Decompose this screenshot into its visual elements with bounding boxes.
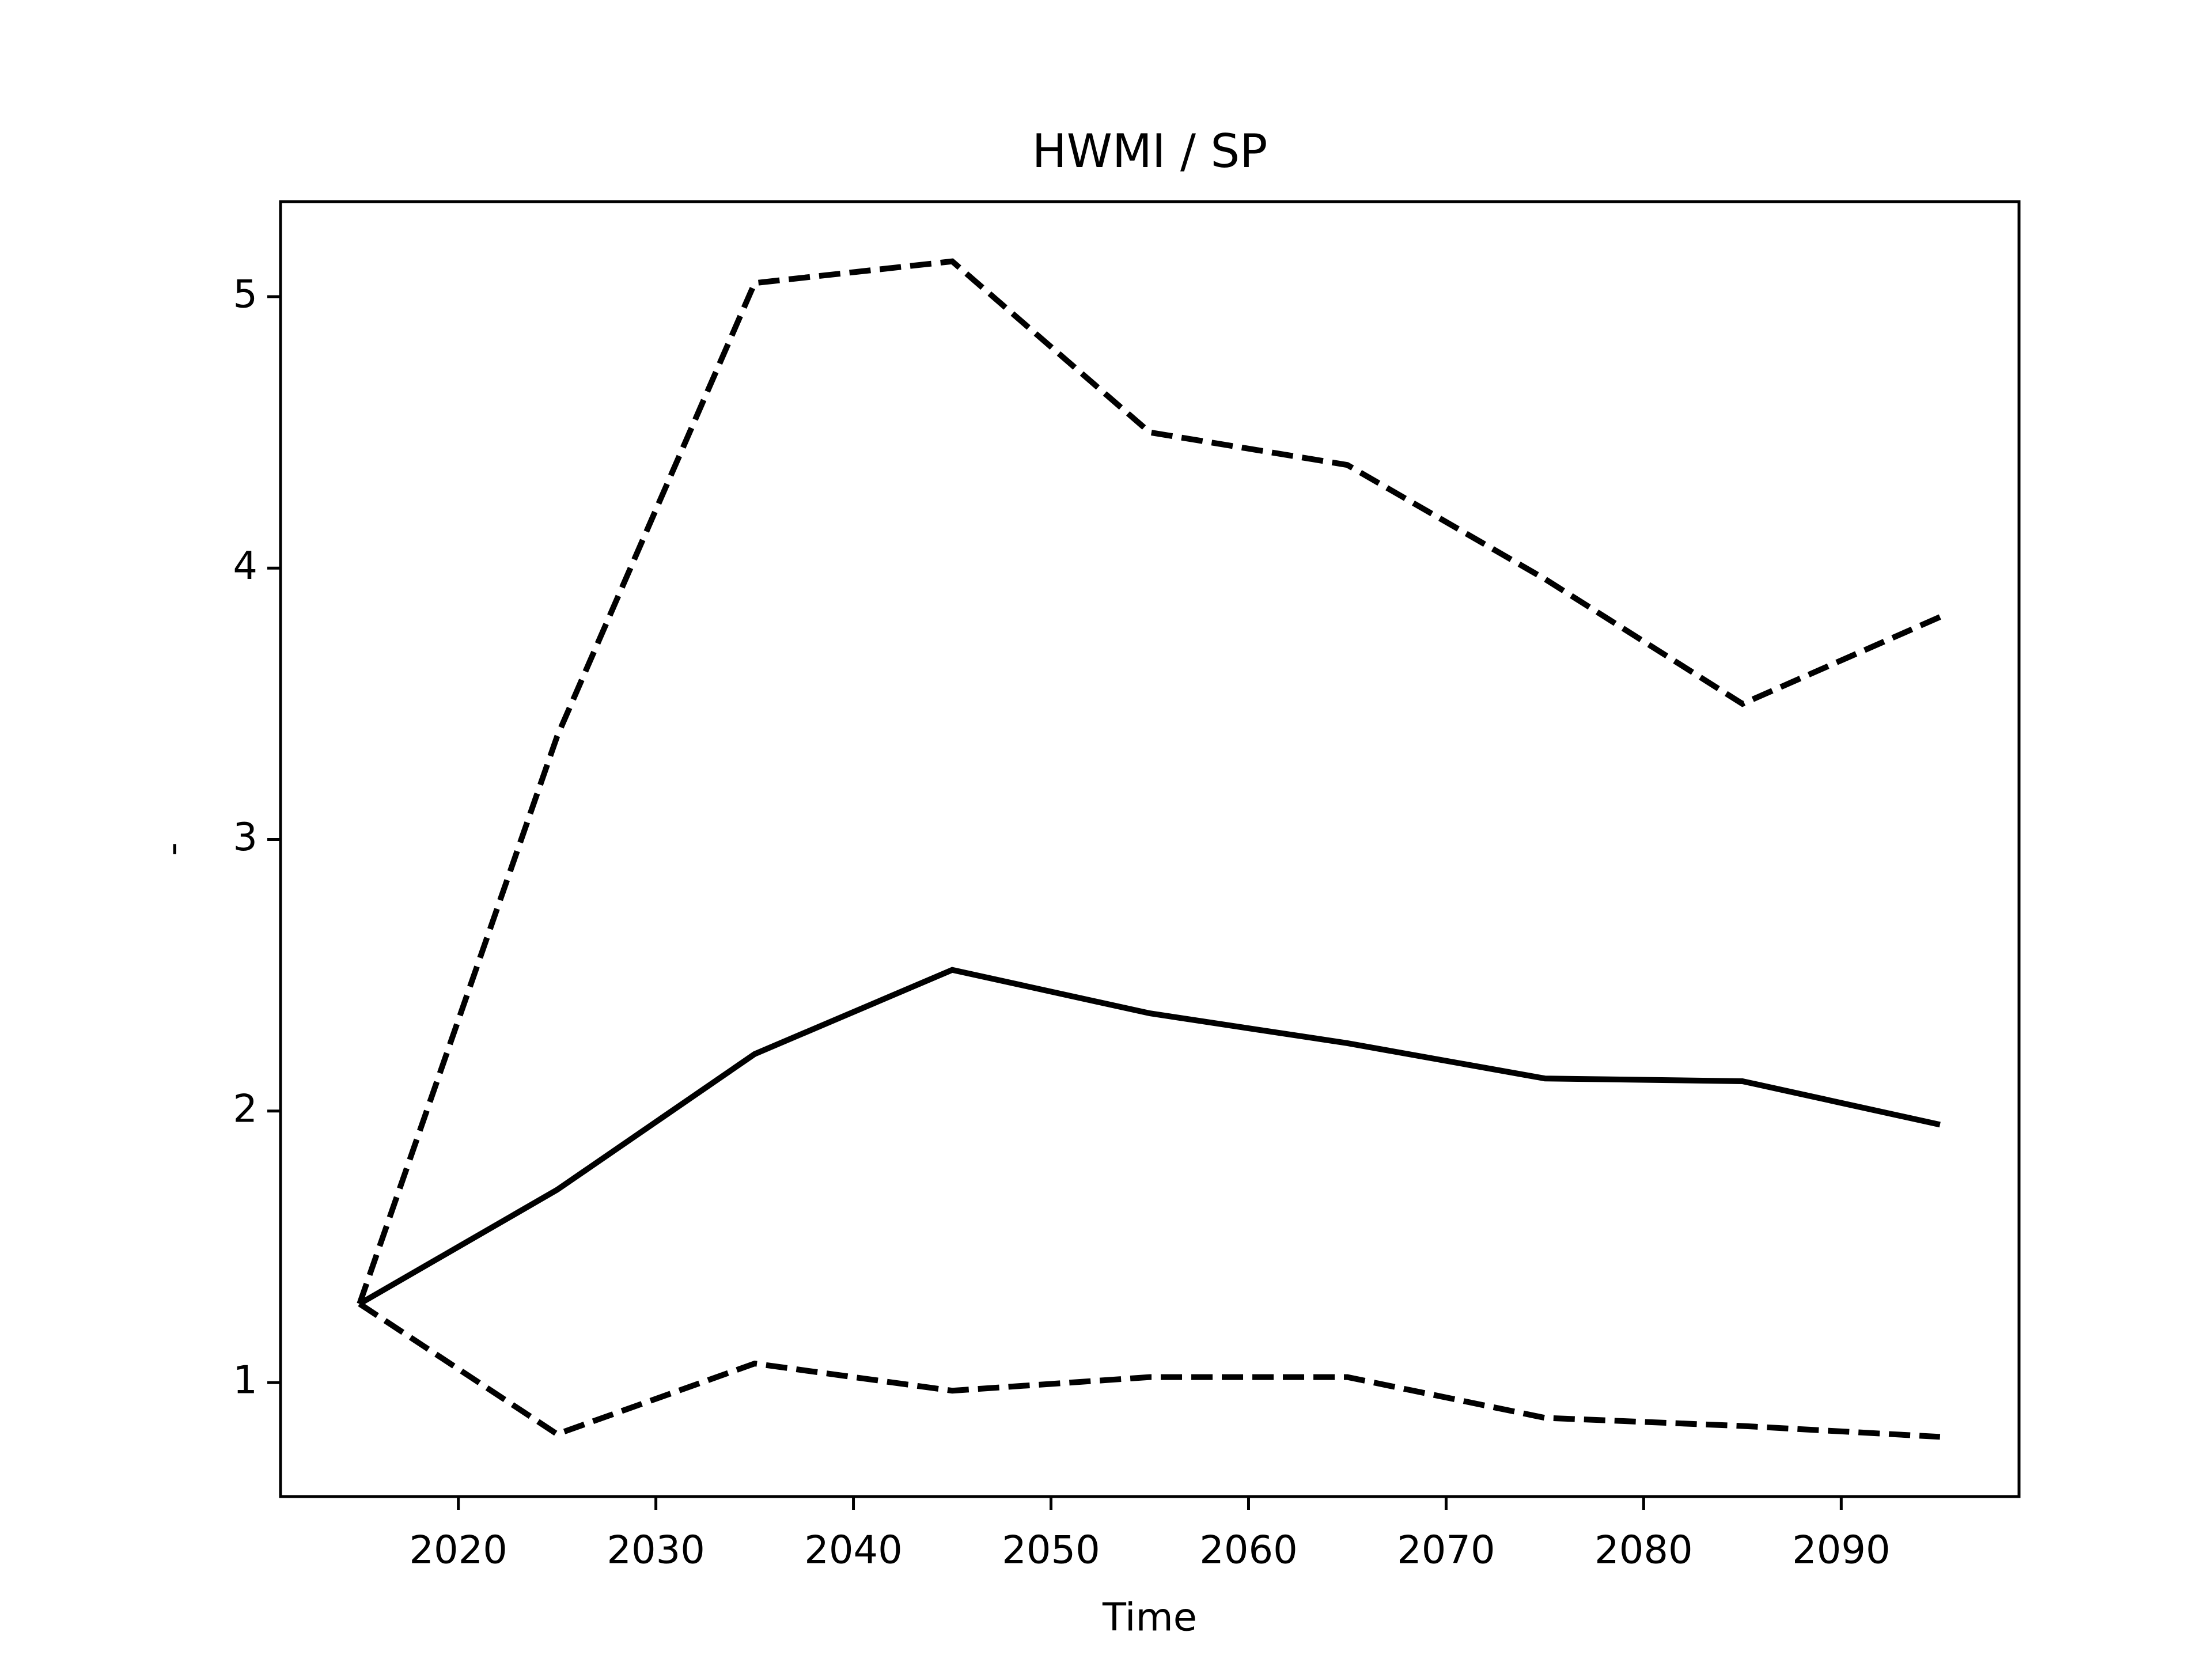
y-tick-label: 3 [233,815,257,859]
x-tick-label: 2020 [409,1528,507,1573]
series-line [358,967,1941,1306]
x-tick-label: 2090 [1792,1528,1891,1573]
x-tick-label: 2030 [607,1528,705,1573]
y-tick-label: 5 [233,271,257,316]
y-tick-label: 1 [233,1358,257,1403]
series-line [357,258,1941,1305]
x-axis-label: Time [1102,1595,1197,1640]
x-tick-label: 2080 [1594,1528,1693,1573]
x-tick-label: 2070 [1397,1528,1495,1573]
plot-frame [279,200,2021,1498]
x-tick-label: 2050 [1002,1528,1100,1573]
x-tick-label: 2060 [1199,1528,1298,1573]
y-tick-label: 4 [233,543,257,588]
y-axis-label: - [150,842,195,856]
y-tick-label: 2 [233,1086,257,1131]
x-tick-label: 2040 [804,1528,903,1573]
chart-title: HWMI / SP [1032,124,1268,178]
series-line [358,1301,1941,1440]
